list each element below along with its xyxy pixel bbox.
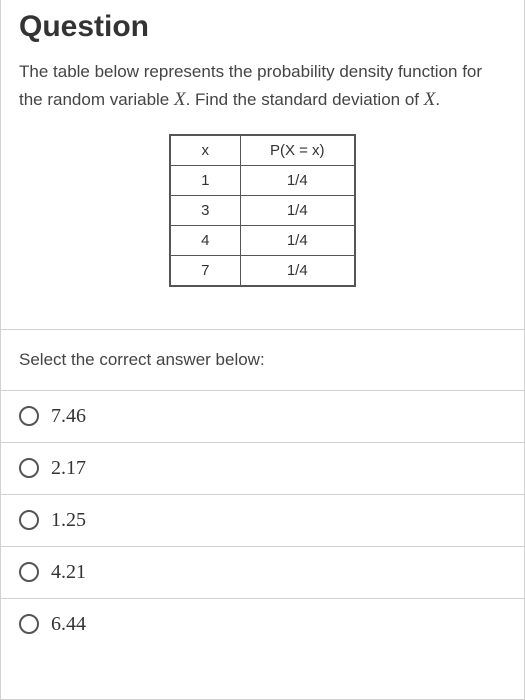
question-container: Question The table below represents the … xyxy=(0,0,525,700)
option-label: 1.25 xyxy=(51,509,86,532)
answer-options: 7.46 2.17 1.25 4.21 6.44 xyxy=(1,390,524,650)
table-row: 7 1/4 xyxy=(170,255,355,286)
table-cell: 1 xyxy=(170,165,240,195)
select-prompt: Select the correct answer below: xyxy=(1,330,524,390)
option-label: 6.44 xyxy=(51,613,86,636)
table-cell: 4 xyxy=(170,225,240,255)
radio-icon xyxy=(19,406,39,426)
table-row: 3 1/4 xyxy=(170,195,355,225)
table-cell: 1/4 xyxy=(240,225,355,255)
option-label: 7.46 xyxy=(51,405,86,428)
question-header: Question The table below represents the … xyxy=(1,0,524,329)
answer-option[interactable]: 7.46 xyxy=(1,391,524,443)
prompt-text-3: . xyxy=(435,90,440,109)
table-header-px: P(X = x) xyxy=(240,135,355,166)
radio-icon xyxy=(19,510,39,530)
radio-icon xyxy=(19,614,39,634)
table-cell: 1/4 xyxy=(240,165,355,195)
question-prompt: The table below represents the probabili… xyxy=(19,58,506,116)
prompt-var-1: X xyxy=(174,89,186,110)
radio-icon xyxy=(19,562,39,582)
table-cell: 3 xyxy=(170,195,240,225)
table-row: 4 1/4 xyxy=(170,225,355,255)
table-row: 1 1/4 xyxy=(170,165,355,195)
question-title: Question xyxy=(19,10,506,44)
answer-option[interactable]: 1.25 xyxy=(1,495,524,547)
prompt-text-2: . Find the standard deviation of xyxy=(186,90,424,109)
prompt-var-2: X xyxy=(424,89,436,110)
option-label: 4.21 xyxy=(51,561,86,584)
table-cell: 1/4 xyxy=(240,195,355,225)
table-cell: 1/4 xyxy=(240,255,355,286)
radio-icon xyxy=(19,458,39,478)
answer-option[interactable]: 6.44 xyxy=(1,599,524,650)
option-label: 2.17 xyxy=(51,457,86,480)
table-header-x: x xyxy=(170,135,240,166)
pdf-table-wrap: x P(X = x) 1 1/4 3 1/4 4 1/4 xyxy=(19,134,506,287)
answer-option[interactable]: 4.21 xyxy=(1,547,524,599)
table-cell: 7 xyxy=(170,255,240,286)
answer-option[interactable]: 2.17 xyxy=(1,443,524,495)
pdf-table: x P(X = x) 1 1/4 3 1/4 4 1/4 xyxy=(169,134,356,287)
table-header-row: x P(X = x) xyxy=(170,135,355,166)
